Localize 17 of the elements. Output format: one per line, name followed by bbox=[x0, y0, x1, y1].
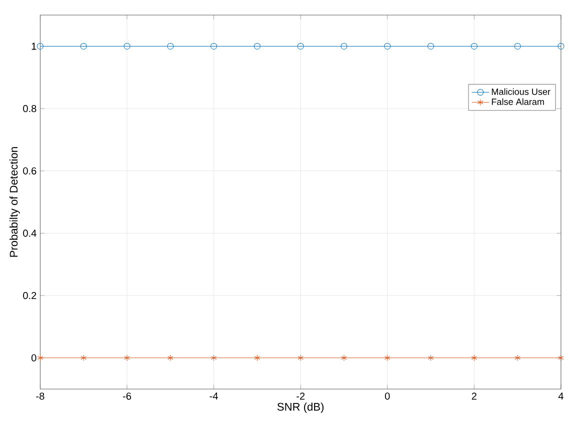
x-tick-label: -6 bbox=[122, 392, 132, 400]
legend-label: False Alaram bbox=[492, 98, 544, 105]
legend-label: Malicious User bbox=[492, 88, 550, 95]
x-tick-label: -8 bbox=[36, 392, 44, 400]
x-tick-label: 0 bbox=[384, 392, 390, 400]
y-tick-label: 0.4 bbox=[23, 230, 36, 237]
x-tick-label: -2 bbox=[296, 392, 305, 400]
y-tick-label: 0.2 bbox=[23, 292, 36, 299]
x-tick-label: 4 bbox=[558, 392, 564, 400]
y-tick-label: 0.8 bbox=[23, 104, 36, 112]
x-tick-label: -4 bbox=[210, 392, 218, 400]
x-axis-title: SNR (dB) bbox=[277, 402, 324, 413]
y-axis-title: Probabilty of Detection bbox=[10, 147, 20, 257]
y-tick-label: 0 bbox=[31, 354, 36, 362]
x-tick-label: 2 bbox=[472, 392, 476, 400]
y-tick-label: 1 bbox=[32, 42, 36, 50]
y-tick-label: 0.6 bbox=[23, 167, 36, 174]
